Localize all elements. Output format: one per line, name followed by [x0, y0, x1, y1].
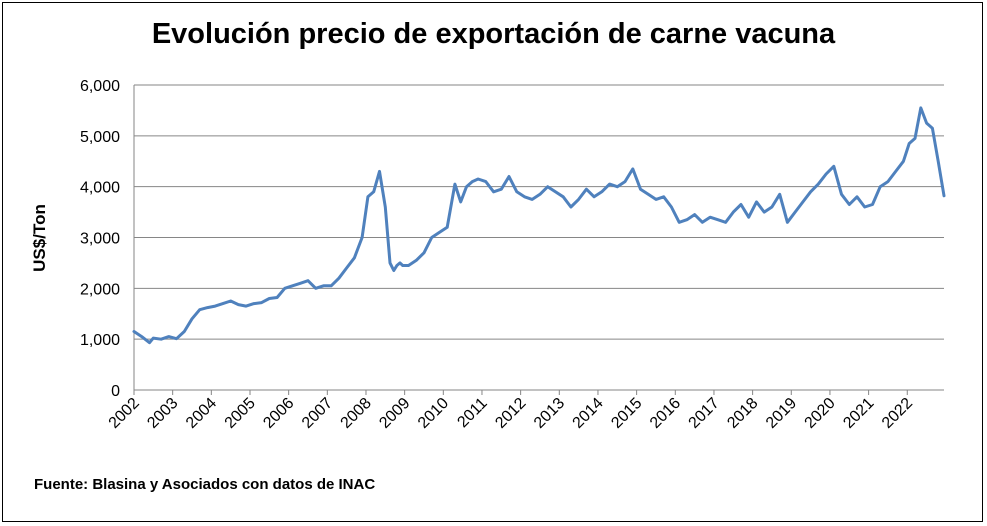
x-tick-label: 2003 — [144, 395, 181, 432]
y-tick-label: 3,000 — [80, 231, 120, 248]
x-tick-label: 2012 — [492, 395, 529, 432]
chart-title: Evolución precio de exportación de carne… — [151, 18, 836, 50]
x-tick-label: 2005 — [222, 395, 259, 432]
x-tick-label: 2008 — [338, 395, 375, 432]
y-tick-label: 5,000 — [80, 129, 120, 146]
x-tick-label: 2015 — [608, 395, 645, 432]
y-tick-label: 2,000 — [80, 281, 120, 298]
x-tick-label: 2020 — [802, 395, 839, 432]
x-tick-label: 2021 — [840, 395, 877, 432]
x-tick-label: 2002 — [106, 395, 143, 432]
x-tick-label: 2010 — [415, 395, 452, 432]
x-tick-label: 2004 — [183, 395, 220, 432]
x-tick-label: 2017 — [686, 395, 723, 432]
x-tick-label: 2016 — [647, 395, 684, 432]
x-tick-label: 2019 — [763, 395, 800, 432]
x-tick-label: 2011 — [454, 395, 490, 431]
y-tick-label: 0 — [111, 383, 120, 400]
x-tick-label: 2022 — [879, 395, 916, 432]
x-tick-label: 2014 — [570, 395, 607, 432]
x-tick-label: 2006 — [260, 395, 297, 432]
x-tick-label: 2007 — [299, 395, 336, 432]
y-tick-label: 1,000 — [80, 332, 120, 349]
y-tick-label: 6,000 — [80, 78, 120, 95]
x-tick-label: 2009 — [376, 395, 413, 432]
y-tick-label: 4,000 — [80, 180, 120, 197]
x-tick-label: 2018 — [724, 395, 761, 432]
x-tick-label: 2013 — [531, 395, 568, 432]
series-line — [132, 106, 946, 345]
y-axis-label: US$/Ton — [30, 204, 49, 272]
source-note: Fuente: Blasina y Asociados con datos de… — [34, 476, 376, 493]
